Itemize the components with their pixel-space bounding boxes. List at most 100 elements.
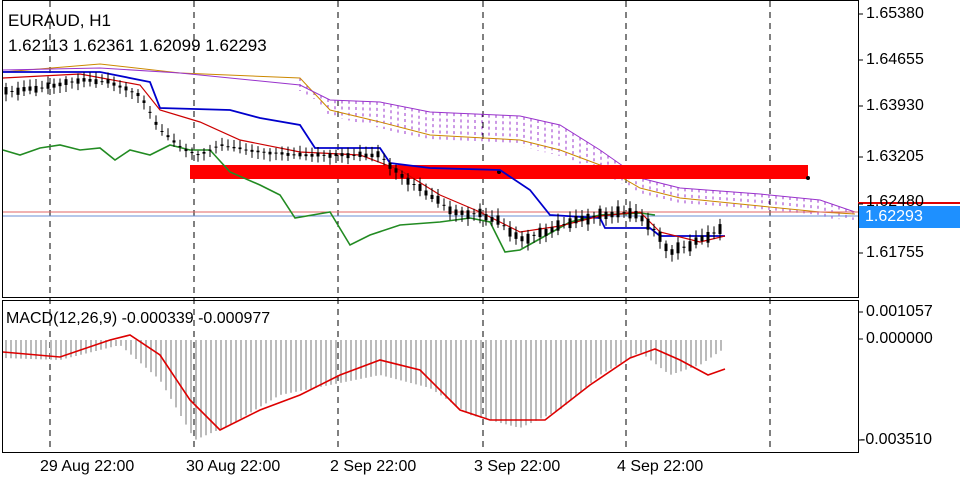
candle-body (538, 227, 542, 238)
candle-body (160, 130, 164, 132)
candle-body (670, 249, 674, 255)
candle-body (106, 79, 110, 84)
candle-body (298, 152, 302, 157)
time-grid (49, 1, 771, 452)
symbol-timeframe: EURAUD, H1 (8, 11, 111, 30)
candle-body (568, 218, 572, 229)
candle-body (94, 79, 98, 85)
candle-body (46, 82, 50, 89)
candle-body (220, 144, 224, 146)
candle-body (460, 210, 464, 215)
candle-body (256, 150, 260, 153)
candle-body (628, 208, 632, 219)
candle-body (490, 217, 494, 222)
candle-body (412, 183, 416, 185)
candle-body (244, 149, 248, 151)
macd-axis-label-3: -0.003510 (860, 431, 933, 448)
candle-body (196, 154, 200, 156)
candle-body (172, 140, 176, 143)
candle-body (286, 153, 290, 156)
candle-body (652, 228, 656, 231)
candle-body (370, 153, 374, 158)
candle-body (4, 87, 8, 95)
current-price-badge: 1.62293 (859, 206, 960, 228)
candle-body (520, 236, 524, 242)
candle-body (388, 162, 392, 169)
price-candles (4, 72, 722, 262)
candle-body (646, 218, 650, 230)
candle-body (622, 212, 626, 214)
candle-body (442, 204, 446, 206)
main-chart-frame (2, 0, 859, 298)
candle-body (346, 153, 350, 159)
candle-body (262, 151, 266, 153)
candle-body (142, 100, 146, 103)
candle-body (526, 233, 530, 244)
candle-body (688, 241, 692, 252)
candle-body (238, 147, 242, 150)
time-label-5: 4 Sep 22:00 (617, 458, 704, 475)
candle-body (250, 149, 254, 152)
candle-body (130, 91, 134, 93)
candle-body (118, 85, 122, 88)
candle-body (322, 154, 326, 156)
candle-body (586, 213, 590, 225)
candle-body (664, 243, 668, 252)
candle-body (280, 152, 284, 155)
candle-body (178, 145, 182, 147)
candle-body (268, 151, 272, 155)
candle-body (466, 210, 470, 219)
candle-body (88, 78, 92, 82)
candle-body (472, 213, 476, 215)
candle-body (640, 215, 644, 222)
candle-body (574, 216, 578, 224)
candle-body (10, 90, 14, 92)
macd-signal-line (2, 334, 726, 431)
candle-body (226, 146, 230, 148)
candle-body (202, 151, 206, 154)
candle-body (400, 173, 404, 178)
candle-body (508, 227, 512, 237)
candle-body (406, 177, 410, 185)
candle-body (634, 210, 638, 219)
candle-body (616, 206, 620, 218)
candle-body (334, 153, 338, 157)
candle-body (292, 154, 296, 156)
candle-body (424, 190, 428, 196)
candle-body (658, 231, 662, 242)
candle-body (40, 87, 44, 89)
candle-body (124, 86, 128, 91)
candle-body (358, 151, 362, 157)
candle-body (136, 92, 140, 97)
zone-marker-right (806, 176, 810, 180)
candle-body (154, 121, 158, 125)
candle-body (166, 135, 170, 138)
macd-axis-label-1: 0.001057 (866, 303, 933, 320)
candle-body (190, 151, 194, 154)
candle-body (718, 224, 722, 235)
candle-body (394, 168, 398, 173)
candle-body (604, 211, 608, 220)
candle-body (592, 215, 596, 217)
ichimoku-cloud (2, 63, 856, 220)
candle-body (376, 151, 380, 158)
candle-body (70, 81, 74, 83)
candle-body (328, 153, 332, 158)
candle-body (484, 214, 488, 221)
candle-body (58, 82, 62, 87)
candle-body (34, 85, 38, 93)
candle-body (208, 149, 212, 151)
candle-body (232, 146, 236, 149)
candle-body (364, 153, 368, 158)
senkou-span-b (2, 67, 856, 213)
candle-body (418, 183, 422, 191)
macd-histogram (5, 340, 722, 440)
candle-body (76, 78, 80, 84)
candle-body (148, 111, 152, 113)
candle-body (694, 237, 698, 245)
candle-body (340, 153, 344, 157)
candle-body (112, 82, 116, 86)
senkou-span-a (2, 63, 856, 215)
candle-body (100, 81, 104, 83)
